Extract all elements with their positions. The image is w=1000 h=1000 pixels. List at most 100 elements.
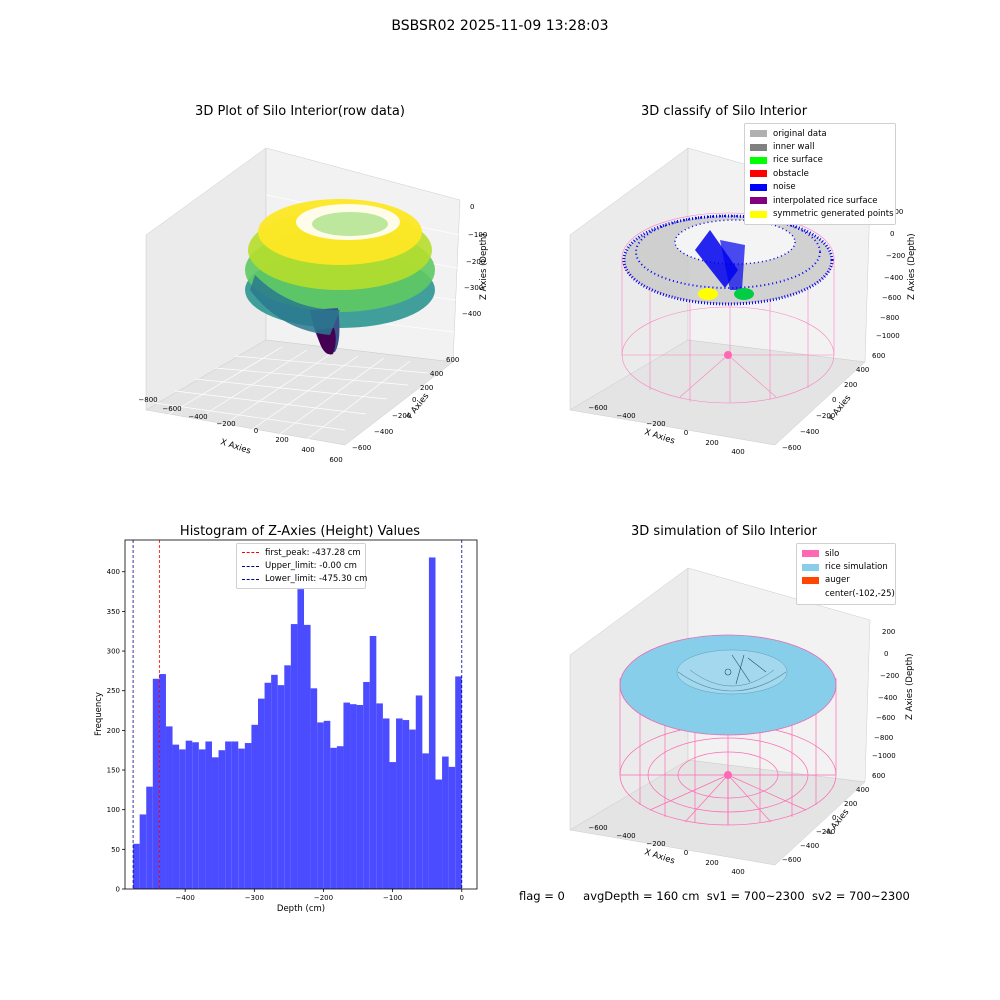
legend-label: rice simulation <box>825 562 888 573</box>
sv2-value: sv2 = 700~2300 <box>811 889 910 903</box>
histogram-bar <box>251 724 258 889</box>
sv1-value: sv1 = 700~2300 <box>706 889 805 903</box>
legend-simulation: silo rice simulation auger center(-102,-… <box>796 543 896 605</box>
y-tick: −600 <box>782 444 801 452</box>
legend-item: auger <box>802 574 890 587</box>
histogram-bar <box>231 741 239 889</box>
z-tick: −800 <box>874 734 893 742</box>
x-tick: −600 <box>588 824 607 832</box>
swatch-silo <box>802 550 819 558</box>
swatch-interpolated <box>750 197 767 205</box>
legend-item: interpolated rice surface <box>750 194 890 207</box>
legend-label: noise <box>773 182 796 193</box>
y-tick: −200 <box>816 412 835 420</box>
y-tick: −400 <box>800 428 819 436</box>
histogram-title: Histogram of Z-Axies (Height) Values <box>179 524 421 539</box>
tl-z-ticks: 0 −100 −200 −300 −400 <box>462 203 487 318</box>
y-tick: 600 <box>872 352 885 360</box>
histogram-bar <box>284 665 291 889</box>
x-tick: 400 <box>731 448 744 456</box>
tl-y-ticks: −600 −400 −200 0 200 400 600 <box>352 356 459 452</box>
panel-tr-title: 3D classify of Silo Interior <box>640 104 808 119</box>
histogram-bar <box>442 756 449 889</box>
histogram-bar <box>205 741 212 889</box>
histogram-bar <box>133 843 140 889</box>
histogram-bar <box>435 779 443 889</box>
x-tick: −600 <box>162 405 181 413</box>
histogram-bar <box>218 750 226 889</box>
x-tick: 0 <box>684 849 688 857</box>
classified-points <box>622 214 834 306</box>
histogram-bar <box>323 720 331 889</box>
y-tick-label: 0 <box>116 886 120 894</box>
status-footer: flag = 0 avgDepth = 160 cm sv1 = 700~230… <box>519 889 910 903</box>
tr-y-ticks: −600 −400 −200 0 200 400 600 <box>782 352 885 452</box>
y-tick: −200 <box>392 412 411 420</box>
histogram-bar <box>336 746 344 889</box>
y-tick: −200 <box>816 828 835 836</box>
histogram-bar <box>422 753 429 889</box>
swatch-inner-wall <box>750 143 767 151</box>
histogram-bar <box>356 704 364 889</box>
histogram-bar <box>382 718 390 889</box>
histogram-bar <box>369 635 377 889</box>
br-y-ticks: −600 −400 −200 0 200 400 600 <box>782 772 885 864</box>
histogram-bar <box>310 688 318 889</box>
legend-label: original data <box>773 128 827 139</box>
y-tick: 200 <box>420 384 433 392</box>
histogram-bar <box>330 747 337 889</box>
histogram-bar <box>185 740 193 889</box>
histogram-bar <box>304 624 311 889</box>
histogram-bar <box>363 681 370 889</box>
swatch-obstacle <box>750 170 767 178</box>
swatch-noise <box>750 183 767 191</box>
y-tick: 400 <box>856 786 869 794</box>
y-tick: −400 <box>374 428 393 436</box>
legend-label: center(-102,-25) <box>825 588 895 599</box>
x-tick-label: −100 <box>383 894 402 902</box>
point-cloud-rings <box>245 199 435 355</box>
x-tick-label: −400 <box>176 894 195 902</box>
y-tick-label: 200 <box>107 727 120 735</box>
histogram-bar <box>146 786 153 889</box>
legend-label: auger <box>825 575 850 586</box>
x-tick: −400 <box>188 413 207 421</box>
legend-item: inner wall <box>750 140 890 153</box>
swatch-center <box>802 590 819 597</box>
x-axis-label: Depth (cm) <box>277 904 325 914</box>
swatch-auger <box>802 576 819 584</box>
y-tick-label: 250 <box>107 687 120 695</box>
z-tick: 0 <box>884 650 888 658</box>
x-tick-label: −200 <box>314 894 333 902</box>
histogram-bar <box>211 757 219 889</box>
z-tick: −800 <box>880 314 899 322</box>
z-tick: −200 <box>466 258 485 266</box>
br-x-ticks: −600 −400 −200 0 200 400 <box>588 824 744 876</box>
z-tick: −200 <box>886 252 905 260</box>
histogram-bar <box>343 702 351 889</box>
histogram-bar <box>165 726 173 889</box>
z-tick: −300 <box>464 284 483 292</box>
y-tick: 0 <box>412 396 416 404</box>
legend-item: first_peak: -437.28 cm <box>242 546 361 559</box>
legend-label: interpolated rice surface <box>773 195 878 206</box>
z-axis-label: Z Axies (Depth) <box>479 233 489 300</box>
histogram-bar <box>415 695 423 889</box>
x-tick: 200 <box>705 859 718 867</box>
y-tick-label: 400 <box>107 568 120 576</box>
histogram-bar <box>277 685 285 889</box>
legend-label: rice surface <box>773 155 823 166</box>
histogram-bar <box>290 624 298 889</box>
z-tick: −600 <box>882 294 901 302</box>
x-tick: −400 <box>616 412 635 420</box>
swatch-rice-simulation <box>802 563 819 571</box>
z-tick: −600 <box>876 714 895 722</box>
histogram-bar <box>152 678 160 889</box>
swatch-rice-surface <box>750 156 767 164</box>
histogram-bar <box>317 722 324 889</box>
histogram-chart: 0 50 100 150 200 250 300 350 400 −400 −300 −200 −10… <box>94 539 478 914</box>
tr-z-ticks: 200 0 −200 −400 −600 −800 −1000 <box>876 208 905 340</box>
legend-item: silo <box>802 547 890 560</box>
avg-depth-value: avgDepth = 160 cm <box>583 889 700 903</box>
panel-tr-3d-axes: −600 −400 −200 0 200 400 −600 −400 −200 … <box>569 147 917 456</box>
